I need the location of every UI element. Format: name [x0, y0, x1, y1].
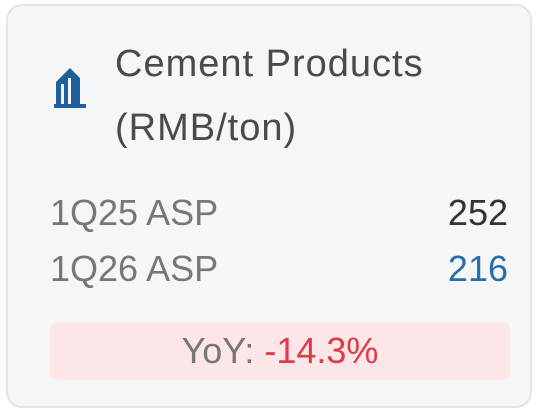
yoy-box: YoY: -14.3% [50, 322, 510, 380]
yoy-label: YoY: [181, 330, 255, 371]
row-label: 1Q26 ASP [50, 248, 219, 289]
row-label: 1Q25 ASP [50, 192, 219, 233]
asp-row: 1Q25 ASP 252 [50, 192, 508, 236]
row-value: 252 [447, 192, 508, 233]
asp-row: 1Q26 ASP 216 [50, 248, 508, 292]
building-icon [54, 68, 86, 108]
row-value: 216 [447, 248, 508, 289]
card-title: Cement Products (RMB/ton) [115, 32, 515, 160]
card: Cement Products (RMB/ton) 1Q25 ASP 252 1… [6, 4, 532, 408]
title-line: Cement Products [115, 43, 424, 85]
title-line: (RMB/ton) [115, 107, 298, 149]
yoy-value: -14.3% [264, 330, 379, 371]
